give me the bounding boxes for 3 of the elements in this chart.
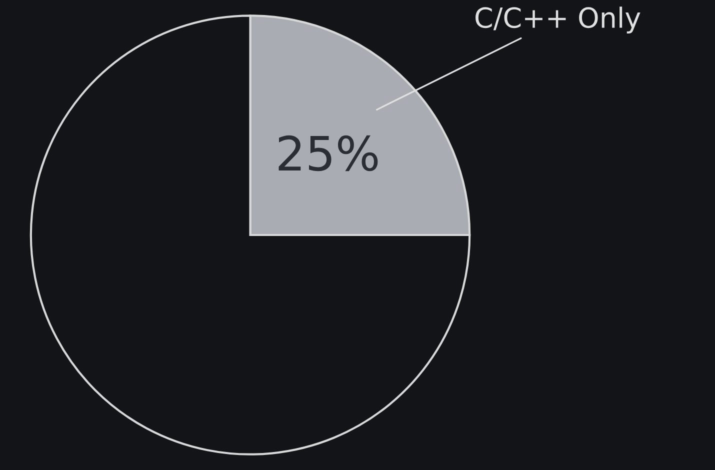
pie-slice (30, 14, 471, 456)
slice-label: C/C++ Only (476, 6, 640, 34)
data-label: 25% (278, 135, 378, 172)
